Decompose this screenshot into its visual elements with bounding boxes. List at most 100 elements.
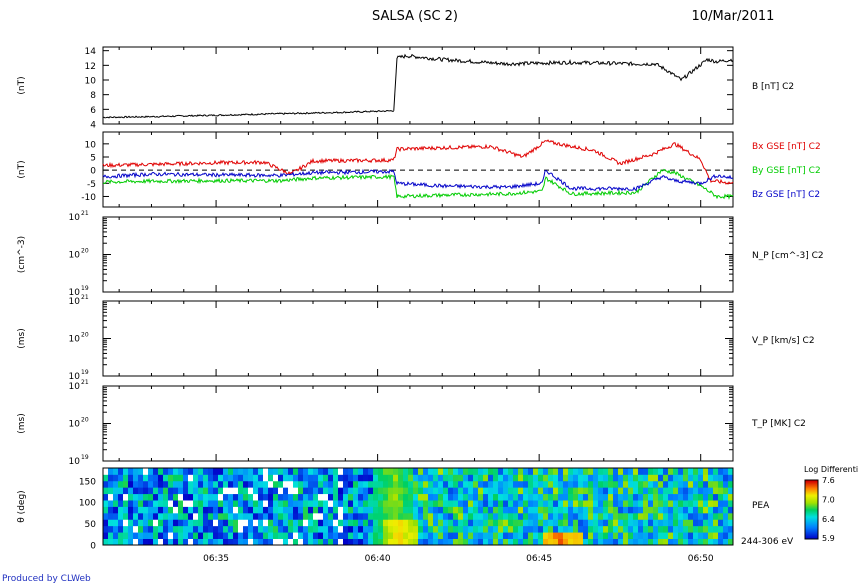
- heatmap-cell: [663, 468, 669, 475]
- colorbar-step: [805, 486, 818, 489]
- heatmap-cell: [523, 480, 529, 488]
- heatmap-cell: [653, 532, 659, 539]
- heatmap-cell: [208, 506, 214, 514]
- heatmap-cell: [493, 512, 499, 520]
- heatmap-cell: [658, 474, 664, 482]
- heatmap-cell: [333, 480, 339, 488]
- heatmap-cell: [703, 480, 709, 488]
- heatmap-cell: [238, 532, 244, 539]
- heatmap-cell: [313, 525, 319, 533]
- heatmap-cell: [553, 468, 559, 475]
- heatmap-cell: [268, 532, 274, 539]
- heatmap-cell: [418, 525, 424, 533]
- heatmap-cell: [683, 512, 689, 520]
- heatmap-cell: [148, 487, 154, 495]
- heatmap-cell: [333, 474, 339, 482]
- colorbar-step: [805, 488, 818, 491]
- x-tick-label: 06:45: [526, 554, 552, 564]
- heatmap-cell: [133, 493, 139, 501]
- heatmap-cell: [468, 538, 474, 546]
- heatmap-cell: [708, 506, 714, 514]
- heatmap-cell: [708, 468, 714, 475]
- y-axis-label: (nT): [17, 76, 27, 94]
- heatmap-cell: [153, 512, 159, 520]
- colorbar-step: [805, 495, 818, 498]
- heatmap-cell: [463, 506, 469, 514]
- heatmap-cell: [443, 519, 449, 527]
- heatmap-cell: [653, 500, 659, 507]
- heatmap-cell: [623, 519, 629, 527]
- heatmap-cell: [398, 474, 404, 482]
- heatmap-cell: [418, 500, 424, 507]
- colorbar-step: [805, 533, 818, 535]
- heatmap-cell: [123, 487, 129, 495]
- heatmap-cell: [383, 500, 389, 507]
- colorbar-step: [805, 522, 818, 524]
- heatmap-cell: [343, 480, 349, 488]
- heatmap-cell: [513, 468, 519, 475]
- heatmap-cell: [383, 519, 389, 527]
- heatmap-cell: [488, 500, 494, 507]
- heatmap-cell: [658, 532, 664, 539]
- heatmap-cell: [313, 506, 319, 514]
- heatmap-cell: [378, 487, 384, 495]
- heatmap-cell: [448, 532, 454, 539]
- heatmap-cell: [228, 480, 234, 488]
- heatmap-cell: [363, 525, 369, 533]
- heatmap-cell: [663, 525, 669, 533]
- heatmap-cell: [353, 532, 359, 539]
- heatmap-cell: [698, 487, 704, 495]
- heatmap-cell: [668, 538, 674, 546]
- heatmap-cell: [163, 532, 169, 539]
- heatmap-cell: [648, 519, 654, 527]
- heatmap-cell: [318, 480, 324, 488]
- heatmap-cell: [553, 525, 559, 533]
- heatmap-cell: [438, 480, 444, 488]
- heatmap-cell: [428, 493, 434, 501]
- heatmap-cell: [293, 474, 299, 482]
- heatmap-cell: [613, 525, 619, 533]
- heatmap-cell: [613, 538, 619, 546]
- heatmap-cell: [183, 474, 189, 482]
- heatmap-cell: [538, 506, 544, 514]
- colorbar-step: [805, 515, 818, 517]
- heatmap-cell: [668, 532, 674, 539]
- heatmap-cell: [548, 519, 554, 527]
- heatmap-cell: [648, 538, 654, 546]
- heatmap-cell: [333, 532, 339, 539]
- heatmap-cell: [723, 538, 729, 546]
- heatmap-cell: [528, 474, 534, 482]
- heatmap-cell: [618, 532, 624, 539]
- heatmap-cell: [238, 480, 244, 488]
- heatmap-cell: [458, 512, 464, 520]
- heatmap-cell: [378, 525, 384, 533]
- heatmap-cell: [663, 538, 669, 546]
- heatmap-cell: [143, 480, 149, 488]
- heatmap-cell: [498, 525, 504, 533]
- heatmap-cell: [133, 519, 139, 527]
- heatmap-cell: [703, 474, 709, 482]
- heatmap-cell: [438, 468, 444, 475]
- heatmap-cell: [568, 532, 574, 539]
- heatmap-cell: [143, 512, 149, 520]
- heatmap-cell: [513, 487, 519, 495]
- heatmap-cell: [153, 493, 159, 501]
- heatmap-cell: [108, 506, 114, 514]
- heatmap-cell: [178, 538, 184, 546]
- heatmap-cell: [628, 538, 634, 546]
- heatmap-cell: [508, 480, 514, 488]
- heatmap-cell: [453, 500, 459, 507]
- heatmap-cell: [498, 506, 504, 514]
- heatmap-cell: [378, 493, 384, 501]
- heatmap-cell: [428, 500, 434, 507]
- heatmap-cell: [253, 506, 259, 514]
- heatmap-cell: [123, 480, 129, 488]
- heatmap-cell: [368, 468, 374, 475]
- heatmap-cell: [263, 512, 269, 520]
- heatmap-cell: [243, 532, 249, 539]
- heatmap-cell: [623, 500, 629, 507]
- heatmap-cell: [403, 519, 409, 527]
- y-axis-label: (ms): [17, 328, 27, 348]
- heatmap-cell: [618, 538, 624, 546]
